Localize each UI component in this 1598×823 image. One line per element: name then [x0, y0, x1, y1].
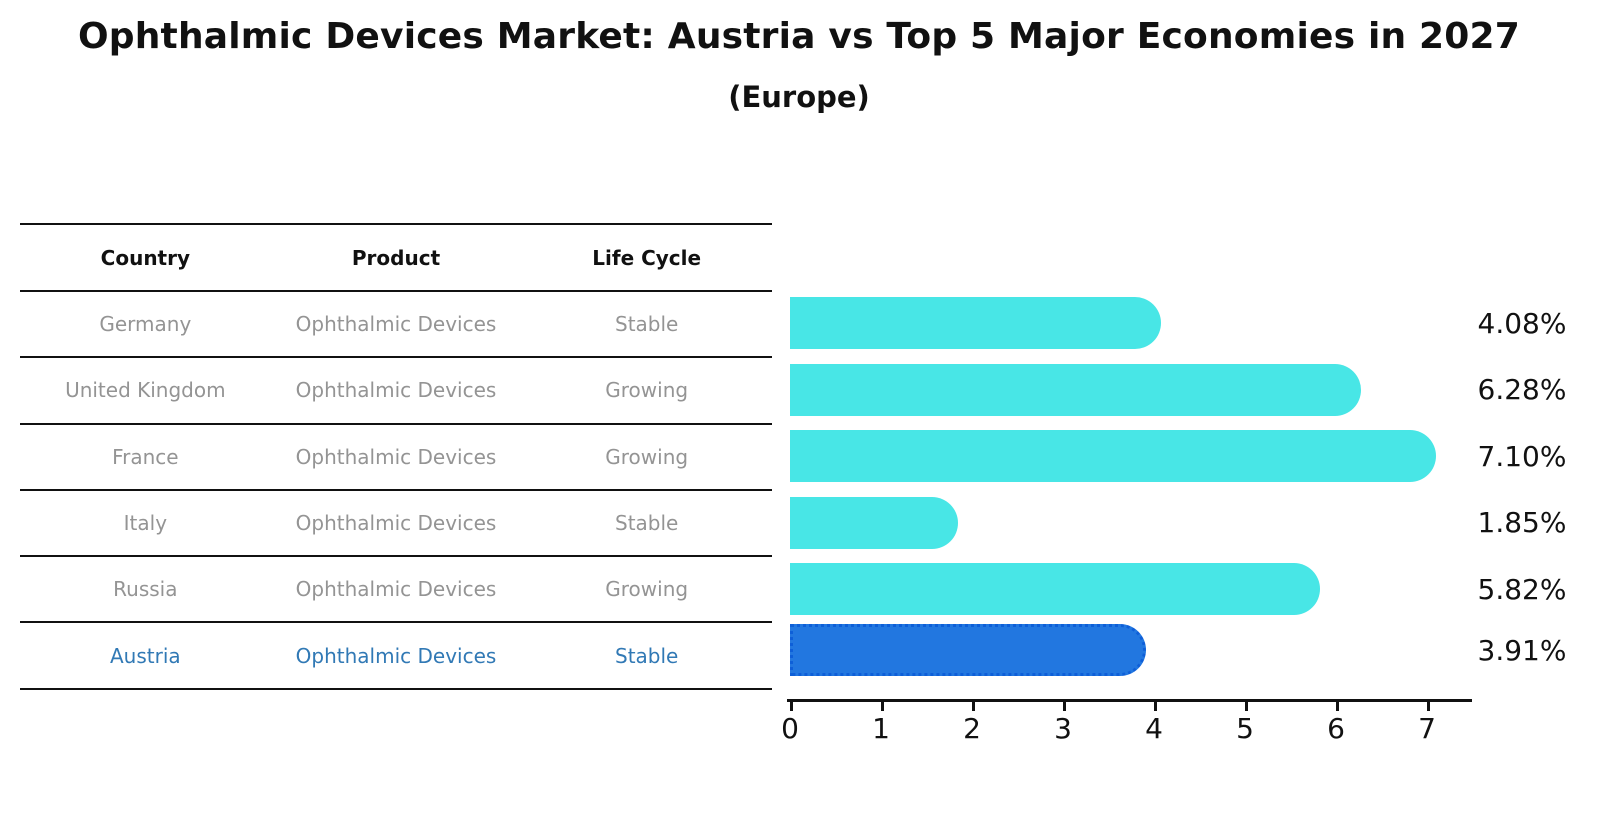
table-cell-country: Italy: [123, 511, 168, 536]
x-axis-tick-label: 4: [1145, 712, 1163, 745]
x-axis-tick-label: 1: [872, 712, 890, 745]
table-cell-country: Russia: [113, 577, 178, 602]
table-cell-life-cycle: Stable: [615, 643, 679, 668]
table-row: Germany Ophthalmic Devices Stable: [20, 292, 772, 359]
x-axis-tick-label: 0: [781, 712, 799, 745]
bar-russia: [790, 563, 1320, 615]
bar-value-label: 7.10%: [1477, 439, 1567, 473]
bar-united-kingdom: [790, 363, 1362, 416]
table-row: United Kingdom Ophthalmic Devices Growing: [20, 358, 772, 425]
x-axis-tick-label: 6: [1327, 712, 1345, 745]
table-cell-product: Ophthalmic Devices: [295, 643, 497, 668]
table-header-row: Country Product Life Cycle: [20, 225, 772, 292]
x-axis-tick: [1063, 701, 1066, 711]
page-subtitle: (Europe): [728, 80, 870, 114]
bar-italy: [790, 496, 959, 549]
table-header-life-cycle: Life Cycle: [592, 245, 702, 270]
table-cell-product: Ophthalmic Devices: [295, 444, 497, 469]
table-header-country: Country: [100, 245, 191, 270]
table-cell-life-cycle: Stable: [615, 312, 679, 337]
bar-value-label: 4.08%: [1477, 306, 1567, 340]
bar-value-label: 6.28%: [1477, 373, 1567, 406]
x-axis-tick: [1336, 701, 1339, 711]
table-cell-country: United Kingdom: [65, 378, 226, 403]
table-cell-country: Germany: [99, 312, 192, 337]
table-row: Russia Ophthalmic Devices Growing: [20, 557, 772, 624]
x-axis-tick-label: 7: [1418, 712, 1436, 745]
bar-highlight-austria: [790, 624, 1146, 676]
table-row: France Ophthalmic Devices Growing: [20, 425, 772, 491]
table-cell-life-cycle: Growing: [605, 577, 689, 602]
table-cell-product: Ophthalmic Devices: [295, 312, 497, 337]
bar-value-label: 3.91%: [1477, 633, 1567, 667]
table-cell-country: Austria: [110, 643, 181, 668]
x-axis-tick: [1245, 701, 1248, 711]
country-table: Country Product Life Cycle Germany Ophtha…: [20, 223, 772, 690]
x-axis-tick-label: 5: [1236, 712, 1254, 745]
x-axis-tick-label: 3: [1054, 712, 1072, 745]
table-row: Austria Ophthalmic Devices Stable: [20, 623, 772, 690]
bar-value-label: 5.82%: [1477, 572, 1567, 606]
table-cell-country: France: [112, 444, 179, 469]
table-cell-life-cycle: Growing: [605, 444, 689, 469]
bar-value-label: 1.85%: [1477, 506, 1567, 539]
x-axis-tick: [1427, 701, 1430, 711]
table-cell-product: Ophthalmic Devices: [295, 378, 497, 403]
table-cell-product: Ophthalmic Devices: [295, 577, 497, 602]
bar-france: [790, 430, 1437, 482]
x-axis-tick: [790, 701, 793, 711]
table-cell-life-cycle: Growing: [605, 378, 689, 403]
table-row: Italy Ophthalmic Devices Stable: [20, 491, 772, 558]
x-axis-line: [787, 699, 1472, 702]
x-axis-tick: [881, 701, 884, 711]
table-cell-product: Ophthalmic Devices: [295, 511, 497, 536]
bar-germany: [790, 297, 1162, 349]
table-cell-life-cycle: Stable: [615, 511, 679, 536]
x-axis-tick: [972, 701, 975, 711]
page-title: Ophthalmic Devices Market: Austria vs To…: [77, 16, 1521, 57]
x-axis-tick: [1154, 701, 1157, 711]
table-header-product: Product: [351, 245, 441, 270]
x-axis-tick-label: 2: [963, 712, 981, 745]
